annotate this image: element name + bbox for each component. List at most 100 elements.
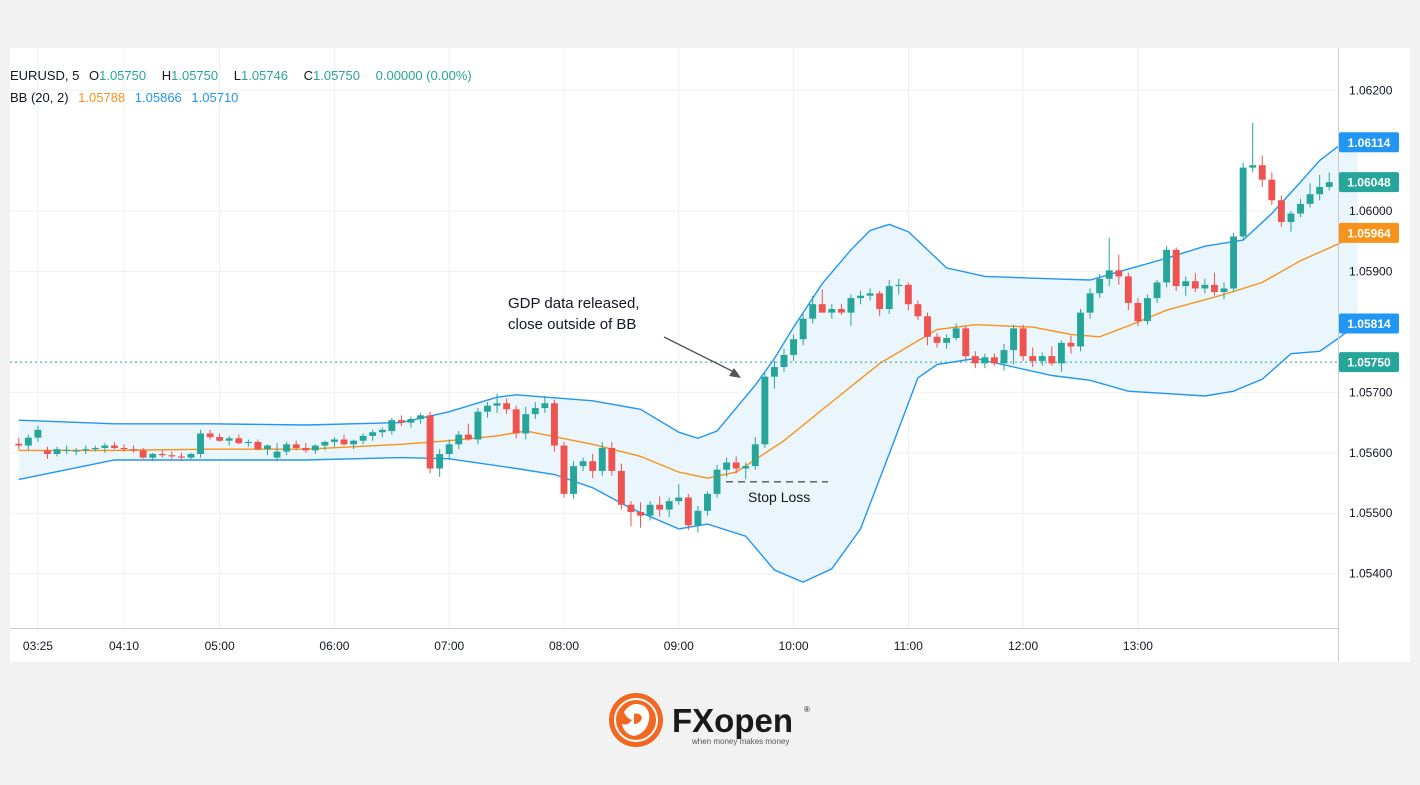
candle-body xyxy=(1057,342,1065,364)
candle xyxy=(828,304,836,319)
candle xyxy=(273,443,281,462)
gdp-arrow xyxy=(663,336,739,375)
candle-body xyxy=(139,450,147,458)
candle xyxy=(1182,276,1190,296)
candle xyxy=(24,434,32,450)
bb-upper-line xyxy=(18,141,1359,440)
candle-body xyxy=(512,409,520,434)
candle-body xyxy=(818,304,826,313)
candle xyxy=(474,408,482,445)
candle xyxy=(82,445,90,454)
price-tick-label: 1.05500 xyxy=(1349,506,1393,520)
candle-body xyxy=(1325,182,1333,187)
price-labels: 1.06114 1.06048 1.05964 1.05814 1.05750 xyxy=(1339,132,1399,373)
price-label-bg xyxy=(1339,172,1399,193)
candle xyxy=(244,439,252,447)
candle-body xyxy=(943,338,951,343)
candle xyxy=(1230,232,1238,293)
high-value: 1.05750 xyxy=(171,68,219,83)
candle-body xyxy=(417,415,424,419)
candle-body xyxy=(570,466,578,494)
candle-body xyxy=(895,284,903,287)
candle xyxy=(522,406,530,440)
candle-body xyxy=(522,414,530,434)
candle-body xyxy=(464,434,472,440)
candle xyxy=(1316,174,1324,201)
candle xyxy=(426,411,434,474)
candle xyxy=(885,280,893,314)
candle xyxy=(321,440,329,451)
candle-body xyxy=(397,420,405,423)
candle xyxy=(914,300,922,320)
candle xyxy=(780,348,788,372)
candle xyxy=(617,463,625,510)
candle-body xyxy=(694,510,702,526)
candle xyxy=(206,429,214,440)
candle xyxy=(407,416,415,428)
candle xyxy=(340,434,348,446)
candle-body xyxy=(1172,249,1180,287)
candle-body xyxy=(24,437,32,446)
candle-body xyxy=(857,295,864,299)
candle-body xyxy=(751,444,759,467)
brand-tagline: when money makes money xyxy=(691,737,789,746)
candle xyxy=(464,423,472,441)
candle-body xyxy=(503,403,511,410)
candle xyxy=(350,439,358,450)
candle xyxy=(1220,282,1228,300)
candle-body xyxy=(1115,270,1123,277)
candle-body xyxy=(1134,302,1142,322)
candle-body xyxy=(933,336,941,343)
candle-body xyxy=(484,405,491,412)
change-value: 0.00000 (0.00%) xyxy=(375,68,472,83)
candle xyxy=(359,433,367,445)
candle xyxy=(933,333,941,348)
candle-body xyxy=(1096,278,1104,294)
candle-body xyxy=(407,418,415,423)
candle xyxy=(101,443,109,453)
candle-body xyxy=(244,441,252,444)
candle-body xyxy=(904,284,912,305)
candle xyxy=(493,393,501,413)
candle xyxy=(484,402,491,418)
candle-body xyxy=(1306,194,1314,204)
candle-body xyxy=(235,438,243,444)
time-tick-label: 13:00 xyxy=(1123,639,1153,653)
candle-body xyxy=(550,403,558,446)
candle-body xyxy=(388,420,396,432)
candle xyxy=(751,437,759,470)
candle xyxy=(235,434,243,445)
candle-body xyxy=(531,408,539,415)
candle-body xyxy=(72,450,80,452)
candle-body xyxy=(34,429,42,438)
price-tick-label: 1.06000 xyxy=(1349,204,1393,218)
candle xyxy=(1010,324,1018,365)
candle-body xyxy=(1019,328,1027,357)
time-tick-label: 06:00 xyxy=(319,639,349,653)
candle xyxy=(1029,347,1037,367)
time-tick-label: 12:00 xyxy=(1008,639,1038,653)
candle xyxy=(1019,324,1027,361)
candle-body xyxy=(637,512,644,516)
bb-lower-value: 1.05710 xyxy=(191,90,239,105)
bb-label: BB (20, 2) xyxy=(10,90,69,105)
candle-body xyxy=(53,449,61,454)
candle-body xyxy=(608,447,616,471)
candle-body xyxy=(1287,213,1295,222)
candle xyxy=(503,398,511,415)
axes: 1.06200 1.06000 1.05900 1.05700 1.05600 1.055… xyxy=(10,48,1393,662)
candle-body xyxy=(378,429,386,433)
time-tick-label: 08:00 xyxy=(549,639,579,653)
candle xyxy=(1277,195,1285,227)
price-label-text: 1.06048 xyxy=(1347,176,1391,190)
low-value: 1.05746 xyxy=(240,68,288,83)
open-label: O xyxy=(88,68,100,83)
time-tick-label: 03:25 xyxy=(23,639,53,653)
candle xyxy=(110,441,118,450)
candle-body xyxy=(101,445,109,448)
candle-body xyxy=(780,354,788,367)
candlestick-chart[interactable]: Stop Loss GDP data released, close outsi… xyxy=(10,48,1410,662)
bb-legend: BB (20, 2) 1.05788 1.05866 1.05710 xyxy=(10,90,244,105)
candle-body xyxy=(225,438,233,441)
candle xyxy=(1096,273,1104,299)
